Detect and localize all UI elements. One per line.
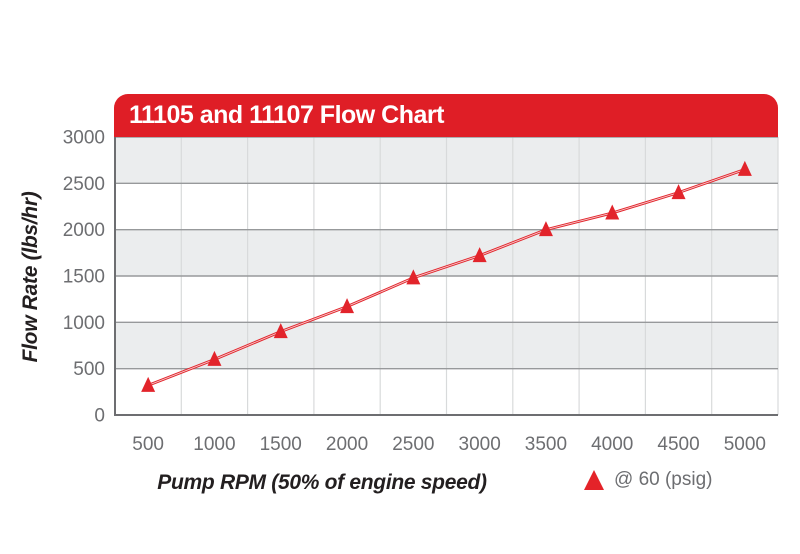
x-axis-title: Pump RPM (50% of engine speed) (157, 471, 487, 494)
data-point-marker (207, 350, 222, 366)
legend: @ 60 (psig) (583, 466, 713, 494)
data-point-marker (671, 184, 686, 200)
x-tick-label: 5000 (724, 434, 766, 455)
x-tick-label: 4000 (591, 434, 633, 455)
data-point-marker (273, 323, 288, 339)
data-point-marker (538, 221, 553, 237)
data-point-marker (141, 376, 156, 392)
x-tick-label: 500 (132, 434, 164, 455)
data-point-marker (406, 269, 421, 285)
chart-title-banner: 11105 and 11107 Flow Chart (114, 94, 778, 137)
y-axis-title: Flow Rate (lbs/hr) (19, 191, 42, 363)
series-line-core (147, 169, 745, 386)
x-tick-label: 2000 (326, 434, 368, 455)
data-point-marker (340, 298, 355, 314)
x-tick-label: 1500 (260, 434, 302, 455)
x-tick-label: 4500 (657, 434, 699, 455)
y-tick-label: 1500 (63, 267, 105, 288)
data-point-marker (472, 247, 487, 263)
x-tick-label: 2500 (392, 434, 434, 455)
legend-label: @ 60 (psig) (614, 469, 713, 490)
y-tick-label: 2000 (63, 220, 105, 241)
x-tick-label: 1000 (193, 434, 235, 455)
data-point-marker (737, 160, 752, 176)
data-point-marker (605, 204, 620, 220)
y-tick-label: 1000 (63, 313, 105, 334)
x-tick-label: 3500 (525, 434, 567, 455)
triangle-up-icon (584, 470, 604, 490)
x-tick-label: 3000 (459, 434, 501, 455)
y-tick-label: 0 (94, 406, 105, 427)
y-tick-label: 500 (73, 359, 105, 380)
y-tick-label: 3000 (63, 128, 105, 149)
y-tick-label: 2500 (63, 174, 105, 195)
chart-title: 11105 and 11107 Flow Chart (129, 101, 444, 129)
